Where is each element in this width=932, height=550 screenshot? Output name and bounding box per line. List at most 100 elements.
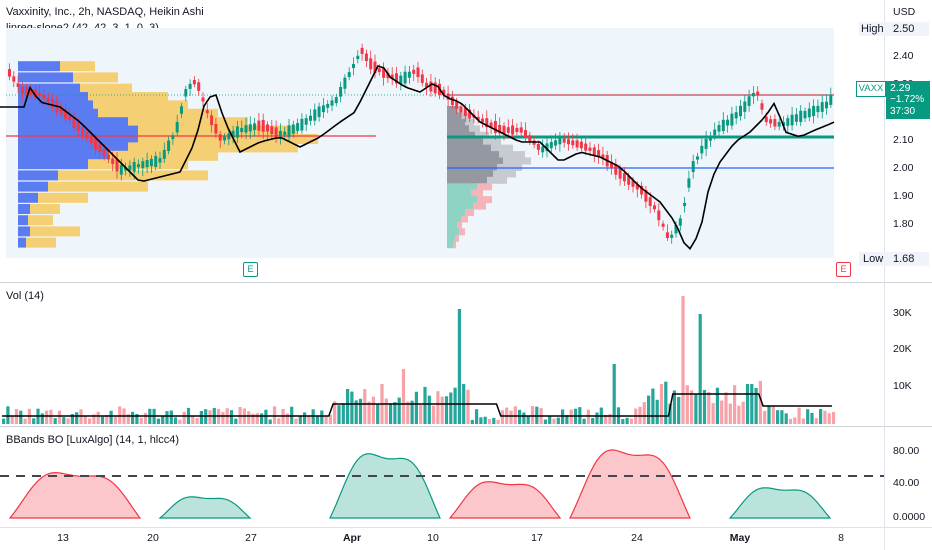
- volume-tick: 10K: [893, 380, 912, 392]
- candle-body: [412, 69, 416, 74]
- bbands-pane-title[interactable]: BBands BO [LuxAlgo] (14, 1, hlcc4): [6, 434, 180, 446]
- price-tick: 2.10: [893, 134, 914, 146]
- profile-bar: [503, 157, 531, 165]
- time-tick: 8: [838, 532, 844, 544]
- candle-body: [266, 124, 269, 132]
- earnings-marker-past[interactable]: E: [243, 262, 258, 277]
- pane-separator-volume[interactable]: [0, 282, 932, 283]
- profile-bar-yellow: [48, 181, 148, 192]
- candle-body: [210, 115, 214, 126]
- candle-body: [360, 47, 364, 54]
- candle-body: [171, 135, 175, 140]
- candle-body: [51, 98, 54, 108]
- profile-bar-yellow: [80, 83, 132, 94]
- high-marker: High 2.50: [859, 22, 929, 36]
- candle-body: [691, 161, 695, 173]
- profile-bar: [447, 157, 503, 165]
- candle-body: [124, 167, 128, 171]
- candle-body: [76, 122, 80, 132]
- volume-bar: [793, 417, 797, 424]
- candle-body: [111, 158, 115, 164]
- volume-bar: [45, 410, 49, 424]
- candle-body: [674, 224, 678, 234]
- volume-bar: [358, 398, 363, 424]
- candle-body: [627, 176, 631, 185]
- volume-tick: 20K: [893, 343, 912, 355]
- chart-title[interactable]: Vaxxinity, Inc., 2h, NASDAQ, Heikin Ashi: [6, 6, 204, 18]
- volume-bar: [625, 417, 629, 424]
- profile-bar: [493, 170, 516, 178]
- candle-body: [554, 140, 558, 146]
- volume-bar: [608, 414, 612, 424]
- low-marker: Low 1.68: [859, 252, 929, 266]
- candle-body: [33, 89, 37, 98]
- volume-bar: [389, 403, 393, 424]
- volume-bar: [487, 419, 492, 424]
- candle-body: [257, 120, 261, 131]
- candle-body: [390, 74, 394, 80]
- candle-body: [794, 114, 798, 122]
- volume-bar: [165, 411, 169, 424]
- volume-bar: [66, 418, 70, 424]
- price-badge[interactable]: 2.29 −1.72% 37:30: [886, 81, 930, 119]
- pane-separator-bbands[interactable]: [0, 426, 932, 427]
- candle-body: [528, 135, 532, 142]
- time-tick: 10: [427, 532, 439, 544]
- candle-body: [515, 127, 519, 133]
- profile-bar: [447, 106, 457, 113]
- volume-bar: [221, 412, 225, 424]
- volume-bar: [548, 416, 552, 424]
- volume-bar: [126, 414, 130, 424]
- volume-bar: [586, 409, 590, 424]
- candle-body: [756, 91, 760, 96]
- volume-bar: [513, 406, 517, 424]
- candle-body: [12, 76, 16, 82]
- volume-bar: [169, 410, 173, 424]
- candle-body: [347, 72, 351, 78]
- volume-bar: [745, 384, 750, 424]
- volume-bar: [556, 417, 560, 424]
- volume-bar: [341, 403, 345, 424]
- volume-bar: [337, 405, 341, 424]
- time-tick: 20: [147, 532, 159, 544]
- ticker-badge[interactable]: VAXX: [856, 81, 886, 97]
- profile-bar: [453, 241, 456, 249]
- candle-body: [489, 122, 493, 128]
- volume-bar: [83, 415, 87, 424]
- volume-bar: [733, 385, 737, 424]
- candle-body: [799, 110, 803, 122]
- profile-bar-blue: [18, 108, 98, 119]
- volume-tick: 30K: [893, 307, 912, 319]
- volume-bar: [320, 410, 324, 424]
- candle-body: [59, 105, 63, 114]
- volume-bar: [664, 381, 668, 424]
- volume-bar: [569, 409, 573, 424]
- candle-body: [717, 125, 721, 132]
- volume-bar: [229, 410, 234, 424]
- volume-bar: [298, 415, 302, 424]
- time-tick: 17: [531, 532, 543, 544]
- volume-bar: [88, 418, 92, 424]
- profile-bar: [499, 151, 525, 159]
- candle-body: [313, 109, 317, 121]
- profile-bar-yellow: [128, 142, 298, 153]
- earnings-marker-upcoming[interactable]: E: [836, 262, 851, 277]
- volume-bar: [621, 419, 625, 424]
- volume-bar: [10, 416, 14, 424]
- candle-body: [20, 86, 24, 94]
- candle-body: [524, 130, 527, 138]
- candle-body: [145, 160, 149, 168]
- volume-bar: [518, 409, 522, 424]
- volume-pane-title[interactable]: Vol (14): [6, 290, 44, 302]
- candle-body: [463, 107, 467, 116]
- volume-bar: [483, 416, 487, 424]
- profile-bar-yellow: [98, 108, 218, 119]
- candle-body: [364, 53, 368, 62]
- candle-body: [16, 83, 20, 87]
- profile-bar: [447, 131, 475, 139]
- candle-body: [820, 102, 824, 112]
- candle-body: [240, 127, 244, 132]
- volume-bar: [414, 391, 418, 424]
- profile-bar-yellow: [30, 226, 80, 237]
